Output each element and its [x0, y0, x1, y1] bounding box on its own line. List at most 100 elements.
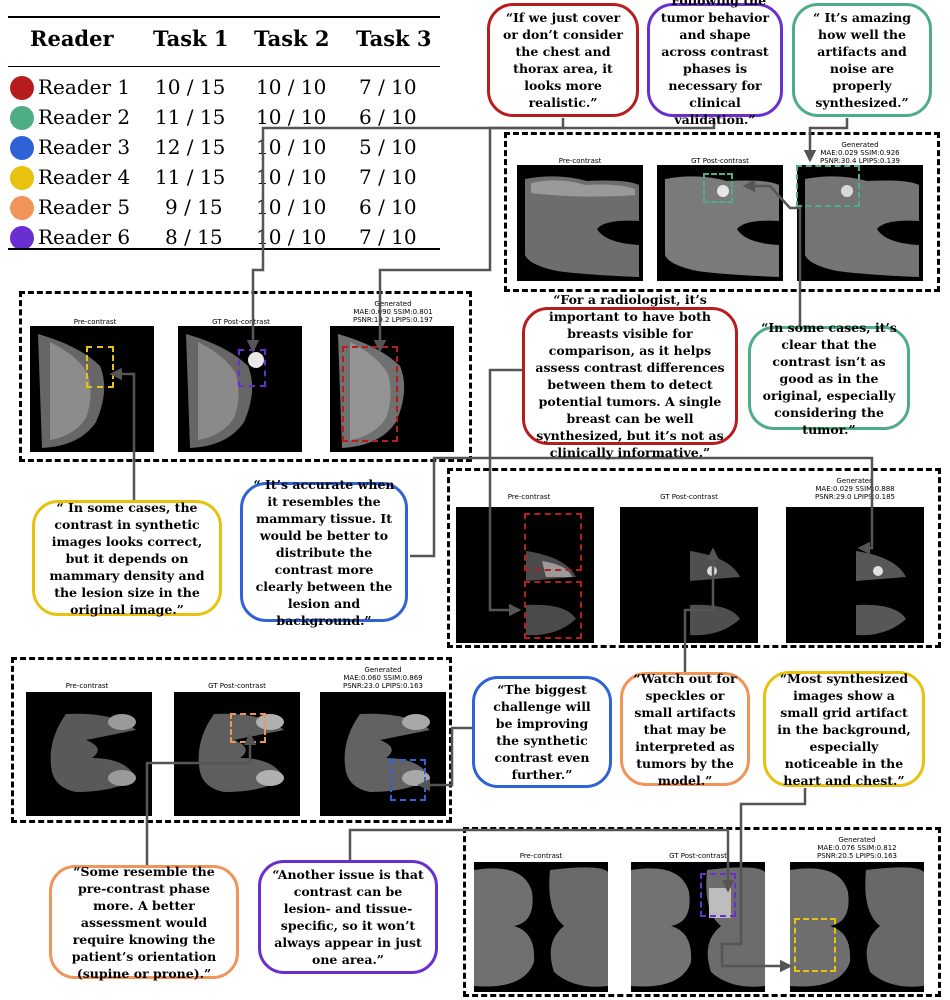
header-task1: Task 1	[153, 26, 229, 51]
table-row: Reader 4 11 / 15 10 / 10 7 / 10	[8, 163, 440, 193]
metrics-line-1: MAE:0.076 SSIM:0.812	[817, 844, 897, 852]
task1-score: 11 / 15	[155, 105, 226, 129]
task3-score: 6 / 10	[359, 195, 417, 219]
example-panel-2: Pre-contrast GT Post-contrast Generated …	[19, 291, 472, 462]
pre-contrast-label: Pre-contrast	[558, 157, 602, 165]
example-panel-1: Pre-contrast GT Post-contrast Generated …	[504, 132, 940, 292]
mri-image	[620, 507, 758, 643]
generated-label: Generated	[838, 836, 876, 844]
task3-score: 6 / 10	[359, 105, 417, 129]
task1-score: 8 / 15	[165, 225, 223, 249]
reader-name: Reader 4	[38, 165, 131, 189]
task3-score: 5 / 10	[359, 135, 417, 159]
gt-post-contrast-label: GT Post-contrast	[208, 682, 266, 690]
gt-post-contrast-label: GT Post-contrast	[660, 493, 718, 501]
table-row: Reader 2 11 / 15 10 / 10 6 / 10	[8, 103, 440, 133]
generated-label: Generated	[841, 141, 879, 149]
generated-label: Generated	[836, 477, 874, 485]
task1-score: 11 / 15	[155, 165, 226, 189]
mri-image	[178, 326, 302, 452]
quote-reader-6-tumor-behavior: “Following the tumor behavior and shape …	[647, 0, 783, 127]
metrics-line-2: PSNR:30.4 LPIPS:0.139	[820, 157, 900, 165]
task1-score: 12 / 15	[155, 135, 226, 159]
highlight-box	[238, 349, 266, 387]
quote-reader-1-both-breasts: “For a radiologist, it’s important to ha…	[522, 292, 738, 460]
highlight-box	[230, 713, 266, 743]
quote-reader-3-challenge: “The biggest challenge will be improving…	[472, 676, 612, 788]
table-row: Reader 5 9 / 15 10 / 10 6 / 10	[8, 193, 440, 223]
metrics-line-1: MAE:0.060 SSIM:0.869	[343, 674, 423, 682]
table-top-rule	[8, 16, 440, 18]
task3-score: 7 / 10	[359, 75, 417, 99]
quote-reader-6-lesion-specific: “Another issue is that contrast can be l…	[258, 860, 438, 974]
pre-contrast-label: Pre-contrast	[73, 318, 117, 326]
task2-score: 10 / 10	[256, 105, 327, 129]
reader-color-dot	[10, 226, 34, 250]
highlight-box	[700, 873, 736, 917]
quote-reader-4-density: “ In some cases, the contrast in synthet…	[32, 500, 222, 617]
highlight-box	[342, 346, 398, 442]
header-task3: Task 3	[356, 26, 432, 51]
task1-score: 10 / 15	[155, 75, 226, 99]
reader-name: Reader 5	[38, 195, 131, 219]
task2-score: 10 / 10	[256, 75, 327, 99]
quote-reader-5-orientation: “Some resemble the pre-contrast phase mo…	[49, 864, 239, 981]
gt-post-contrast-label: GT Post-contrast	[669, 852, 727, 860]
gt-post-contrast-label: GT Post-contrast	[691, 157, 749, 165]
mri-image	[786, 507, 924, 643]
pre-contrast-label: Pre-contrast	[507, 493, 551, 501]
highlight-box	[796, 165, 860, 207]
generated-label: Generated	[364, 666, 402, 674]
pre-contrast-label: Pre-contrast	[519, 852, 563, 860]
example-panel-4: Pre-contrast GT Post-contrast Generated …	[11, 657, 452, 823]
reader-color-dot	[10, 106, 34, 130]
mri-image	[174, 692, 300, 816]
metrics-line-1: MAE:0.029 SSIM:0.926	[820, 149, 900, 157]
task1-score: 9 / 15	[165, 195, 223, 219]
task2-score: 10 / 10	[256, 225, 327, 249]
quote-reader-5-speckles: “Watch out for speckles or small artifac…	[620, 671, 750, 788]
task3-score: 7 / 10	[359, 165, 417, 189]
mri-image	[797, 165, 923, 281]
highlight-box	[524, 581, 582, 639]
metrics-line-2: PSNR:20.5 LPIPS:0.163	[817, 852, 897, 860]
reader-name: Reader 3	[38, 135, 131, 159]
task3-score: 7 / 10	[359, 225, 417, 249]
mri-image	[26, 692, 152, 816]
example-panel-3: Pre-contrast GT Post-contrast Generated …	[447, 468, 941, 648]
table-row: Reader 3 12 / 15 10 / 10 5 / 10	[8, 133, 440, 163]
pre-contrast-label: Pre-contrast	[65, 682, 109, 690]
gt-post-contrast-label: GT Post-contrast	[212, 318, 270, 326]
mri-image	[320, 692, 446, 816]
highlight-box	[703, 173, 733, 203]
metrics-line-1: MAE:0.029 SSIM:0.888	[815, 485, 895, 493]
quote-reader-1-realism: “If we just cover or don’t consider the …	[487, 3, 639, 117]
metrics-line-2: PSNR:29.0 LPIPS:0.185	[815, 493, 895, 501]
reader-name: Reader 2	[38, 105, 131, 129]
reader-color-dot	[10, 76, 34, 100]
reader-color-dot	[10, 166, 34, 190]
highlight-box	[86, 346, 114, 388]
mri-image	[631, 862, 765, 992]
table-mid-rule	[8, 66, 440, 67]
quote-reader-2-artifacts: “ It’s amazing how well the artifacts an…	[792, 3, 932, 117]
task2-score: 10 / 10	[256, 165, 327, 189]
highlight-box	[794, 918, 836, 972]
example-panel-5: Pre-contrast GT Post-contrast Generated …	[463, 827, 941, 997]
task2-score: 10 / 10	[256, 195, 327, 219]
metrics-line-1: MAE:0.090 SSIM:0.801	[353, 308, 433, 316]
table-row: Reader 1 10 / 15 10 / 10 7 / 10	[8, 73, 440, 103]
quote-reader-4-grid-artifact: “Most synthesized images show a small gr…	[763, 671, 925, 788]
highlight-box	[390, 759, 426, 801]
metrics-line-2: PSNR:23.0 LPIPS:0.163	[343, 682, 423, 690]
quote-reader-3-mammary-tissue: “ It’s accurate when it resembles the ma…	[240, 477, 408, 628]
reader-name: Reader 1	[38, 75, 131, 99]
reader-name: Reader 6	[38, 225, 131, 249]
quote-reader-2-contrast-quality: “In some cases, it’s clear that the cont…	[748, 320, 910, 437]
table-bottom-rule	[8, 248, 440, 250]
generated-label: Generated	[374, 300, 412, 308]
metrics-line-2: PSNR:19.2 LPIPS:0.197	[353, 316, 433, 324]
highlight-box	[524, 513, 582, 571]
mri-image	[517, 165, 643, 281]
